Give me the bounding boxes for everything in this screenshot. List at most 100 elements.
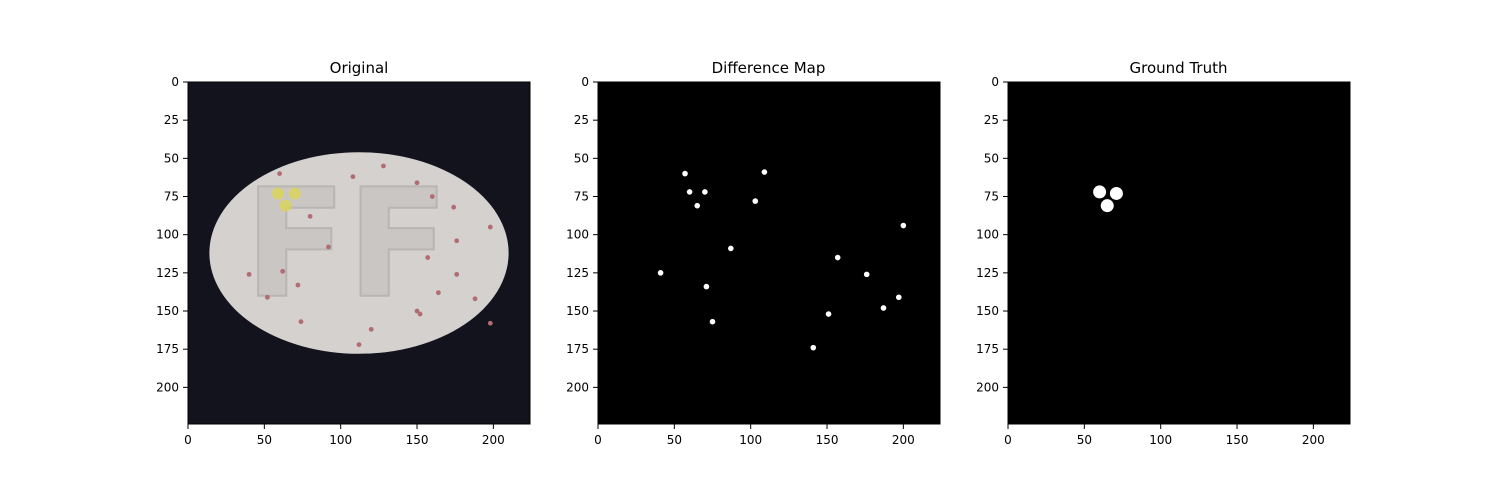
y-tick-label: 50 [574, 151, 589, 165]
red-speck [454, 271, 460, 277]
x-tick-label: 50 [1077, 433, 1092, 447]
mask-blob [825, 311, 832, 317]
x-tick-label: 100 [1149, 433, 1172, 447]
red-speck [298, 319, 304, 325]
y-tick-label: 0 [581, 75, 589, 89]
y-tick-label: 100 [156, 228, 179, 242]
mask-blob [1100, 199, 1114, 213]
yellow-anomaly [272, 187, 285, 200]
y-tick-label: 75 [574, 190, 589, 204]
image-background [598, 82, 940, 424]
y-tick-label: 25 [164, 113, 179, 127]
red-speck [326, 244, 331, 250]
x-tick-label: 200 [892, 433, 915, 447]
y-tick-label: 0 [991, 75, 999, 89]
y-tick-label: 175 [156, 342, 179, 356]
x-tick-label: 50 [257, 433, 272, 447]
mask-blob [900, 222, 907, 229]
y-tick-label: 200 [566, 380, 589, 394]
x-tick-label: 100 [329, 433, 352, 447]
mask-blob [761, 169, 768, 175]
x-tick-label: 0 [1004, 433, 1012, 447]
embossed-letters: FF [244, 158, 449, 332]
axes-frame [1007, 81, 1351, 425]
mask-blob [682, 170, 688, 177]
y-tick-label: 175 [976, 342, 999, 356]
red-speck [307, 213, 313, 219]
red-speck [264, 294, 270, 300]
mask-blob [863, 271, 870, 278]
mask-blob [1093, 185, 1107, 199]
red-speck [246, 271, 252, 277]
red-speck [414, 180, 420, 186]
x-tick-label: 150 [816, 433, 839, 447]
red-speck [425, 255, 431, 260]
x-tick-label: 0 [184, 433, 192, 447]
red-speck [487, 320, 493, 326]
y-tick-label: 150 [976, 304, 999, 318]
subplot-original: Original FF 0 50 100 150 200 0 25 50 75 100 125 150 1… [156, 59, 531, 447]
x-tick-label: 200 [1302, 433, 1325, 447]
mask-blob [728, 245, 734, 252]
y-tick-label: 125 [976, 266, 999, 280]
mask-blob [880, 305, 887, 311]
red-speck [454, 238, 460, 244]
red-speck [414, 308, 420, 314]
y-tick-label: 100 [976, 228, 999, 242]
red-speck [280, 268, 286, 274]
red-speck [417, 311, 423, 317]
red-speck [429, 194, 435, 199]
y-tick-label: 100 [566, 228, 589, 242]
y-tick-label: 200 [156, 380, 179, 394]
red-speck [295, 282, 301, 288]
mask-blob [657, 270, 664, 276]
image-background [1008, 82, 1350, 424]
yellow-anomaly [279, 199, 292, 212]
mask-blob [709, 318, 716, 325]
red-speck [350, 174, 356, 180]
y-tick-label: 150 [566, 304, 589, 318]
mask-blob [702, 189, 708, 195]
y-tick-label: 175 [566, 342, 589, 356]
x-tick-label: 50 [667, 433, 682, 447]
x-tick-label: 150 [1226, 433, 1249, 447]
y-tick-label: 75 [984, 190, 999, 204]
y-tick-label: 50 [984, 151, 999, 165]
y-tick-label: 150 [156, 304, 179, 318]
y-tick-label: 200 [976, 380, 999, 394]
red-speck [277, 171, 283, 177]
title-difference-map: Difference Map [712, 59, 826, 77]
subplot-difference-map: Difference Map 0 50 100 150 200 0 25 50 75 100 125… [566, 59, 941, 447]
red-speck [381, 163, 386, 169]
yellow-anomaly [288, 187, 301, 200]
red-speck [356, 342, 362, 348]
mask-blob [752, 198, 759, 204]
x-tick-label: 200 [482, 433, 505, 447]
y-tick-label: 125 [566, 266, 589, 280]
red-speck [451, 204, 457, 210]
y-tick-label: 0 [171, 75, 179, 89]
mask-blob [686, 189, 693, 195]
red-speck [368, 326, 374, 332]
red-speck [435, 290, 441, 296]
x-tick-label: 0 [594, 433, 602, 447]
title-original: Original [330, 59, 389, 77]
title-ground-truth: Ground Truth [1130, 59, 1228, 77]
mask-blob [810, 344, 817, 351]
x-tick-label: 100 [739, 433, 762, 447]
mask-blob [895, 294, 902, 301]
mask-blob [703, 283, 710, 290]
mask-blob [834, 254, 841, 261]
subplot-ground-truth: Ground Truth 0 50 100 150 200 0 25 50 75 100 125 15… [976, 59, 1351, 447]
mask-blob [1109, 186, 1123, 200]
y-tick-label: 50 [164, 151, 179, 165]
y-tick-label: 75 [164, 190, 179, 204]
y-tick-label: 25 [984, 113, 999, 127]
red-speck [487, 224, 493, 230]
x-tick-label: 150 [406, 433, 429, 447]
y-tick-label: 125 [156, 266, 179, 280]
y-tick-label: 25 [574, 113, 589, 127]
axes-frame [187, 81, 531, 425]
mask-blob [694, 202, 701, 209]
